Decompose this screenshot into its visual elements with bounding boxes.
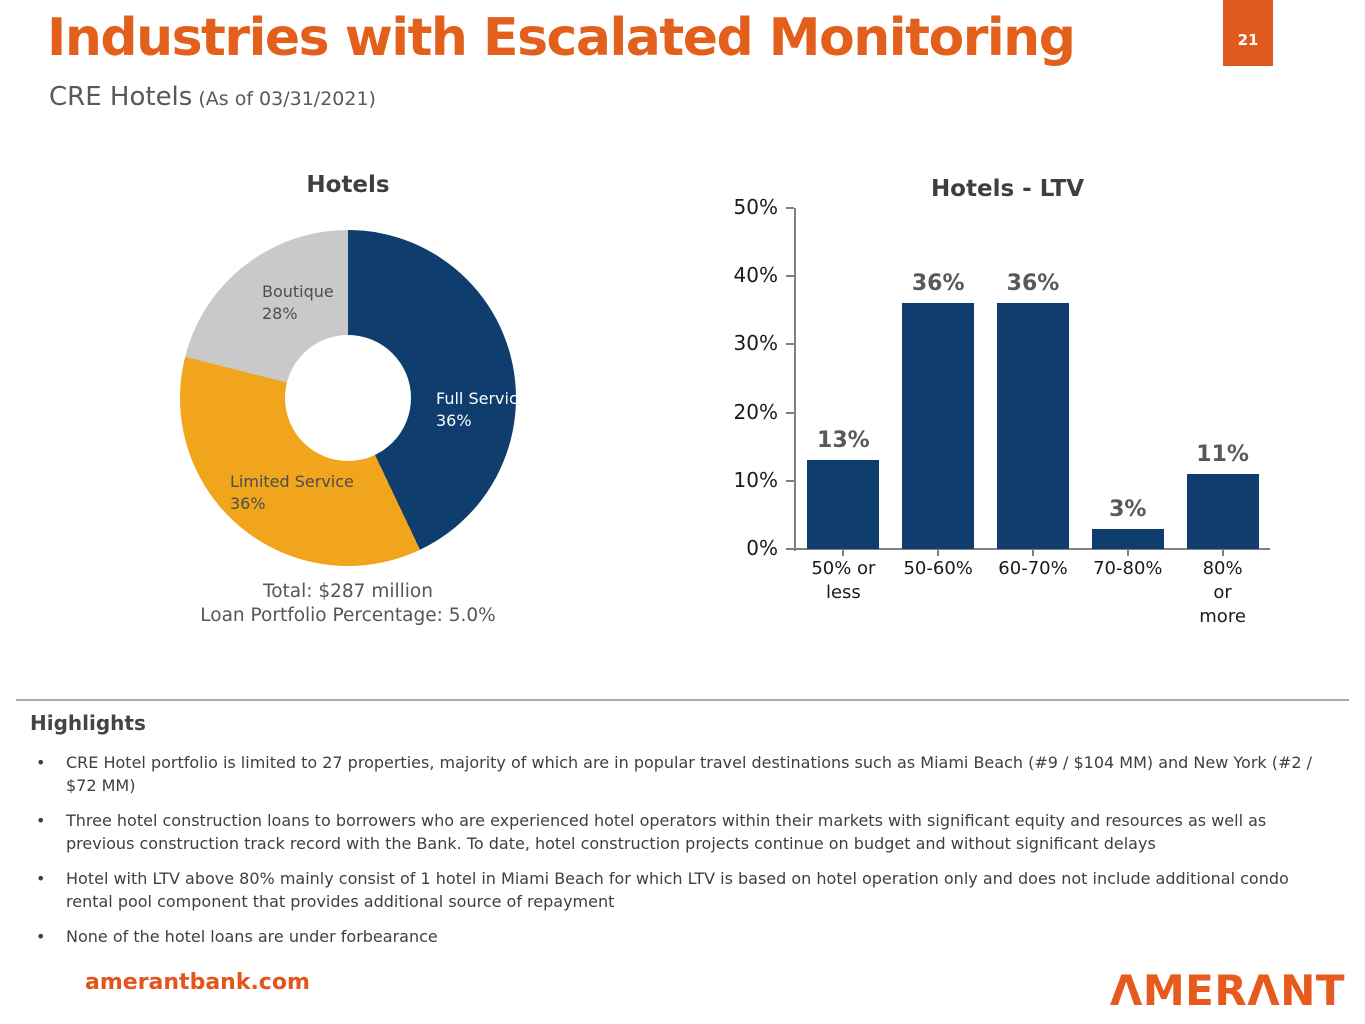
x-axis-category-label: 80% or more	[1199, 558, 1246, 627]
highlights-list: CRE Hotel portfolio is limited to 27 pro…	[30, 752, 1330, 962]
y-axis-tick	[786, 207, 794, 209]
pie-label-full-service-name: Full Service	[436, 389, 528, 408]
x-axis-category-label: 50-60%	[903, 558, 973, 579]
hotels-ltv-plot-area: 0% 10% 20% 30% 40% 50% 13% 50% or less 36% 50-60%…	[734, 196, 1270, 627]
pie-chart-title: Hotels	[306, 172, 390, 198]
y-axis-label: 0%	[746, 536, 778, 560]
pie-label-limited-service-pct: 36%	[230, 494, 266, 513]
pie-total: Total: $287 million	[263, 581, 433, 602]
x-axis-line	[796, 548, 1270, 550]
pie-footnote: Total: $287 million Loan Portfolio Perce…	[128, 580, 568, 628]
highlights-heading: Highlights	[30, 711, 146, 735]
bar-value-label: 36%	[911, 271, 965, 297]
bar-value-label: 11%	[1196, 441, 1249, 467]
x-axis-tick	[842, 550, 845, 556]
x-axis-tick	[937, 550, 940, 556]
y-axis-tick	[786, 411, 794, 414]
website-link[interactable]: amerantbank.com	[85, 970, 310, 995]
y-axis-tick	[786, 343, 794, 346]
pie-label-full-service: Full Service 36%	[436, 388, 528, 432]
pie-label-limited-service-name: Limited Service	[230, 472, 354, 491]
subtitle-text: CRE Hotels	[49, 82, 193, 112]
slide-subtitle: CRE Hotels (As of 03/31/2021)	[49, 82, 376, 112]
x-axis-tick	[1032, 550, 1034, 556]
pie-label-limited-service: Limited Service 36%	[230, 471, 354, 515]
x-axis-category-label: 60-70%	[998, 558, 1068, 579]
bar-3	[997, 303, 1069, 549]
hotels-donut-chart	[180, 230, 516, 566]
bar-value-label: 13%	[817, 428, 870, 454]
pie-label-boutique-pct: 28%	[262, 304, 298, 323]
bar-2	[902, 303, 975, 549]
pie-label-boutique: Boutique 28%	[262, 281, 334, 325]
x-axis-tick	[1221, 550, 1224, 556]
page-number: 21	[1237, 31, 1259, 49]
slide-title: Industries with Escalated Monitoring	[47, 8, 1076, 68]
page-number-badge: 21	[1223, 0, 1273, 66]
subtitle-date-note: (As of 03/31/2021)	[198, 88, 376, 110]
y-axis-line	[794, 208, 796, 551]
pie-portfolio-pct: Loan Portfolio Percentage: 5.0%	[200, 605, 496, 626]
y-axis-label: 20%	[733, 399, 778, 424]
bar-5	[1186, 473, 1259, 549]
highlight-bullet: CRE Hotel portfolio is limited to 27 pro…	[30, 752, 1330, 797]
bar-4	[1091, 528, 1164, 549]
y-axis-label: 10%	[733, 467, 778, 492]
x-axis-category-label: 70-80%	[1093, 558, 1163, 579]
highlight-bullet: None of the hotel loans are under forbea…	[30, 926, 1330, 949]
y-axis-tick	[786, 548, 794, 550]
bar-1	[807, 460, 880, 549]
y-axis-tick	[786, 479, 794, 482]
highlight-bullet: Three hotel construction loans to borrow…	[30, 810, 1330, 855]
amerant-logo: ΛMERΛNT	[1109, 966, 1345, 1015]
pie-label-boutique-name: Boutique	[262, 282, 334, 301]
bar-value-label: 36%	[1006, 271, 1060, 297]
bar-value-label: 3%	[1109, 496, 1147, 522]
highlight-bullet: Hotel with LTV above 80% mainly consist …	[30, 868, 1330, 913]
y-axis-label: 40%	[733, 263, 778, 288]
x-axis-category-label: 50% or less	[811, 558, 876, 603]
donut-hole	[285, 335, 411, 461]
y-axis-label: 50%	[733, 195, 778, 219]
x-axis-tick	[1126, 550, 1129, 556]
y-axis-tick	[786, 275, 794, 278]
pie-label-full-service-pct: 36%	[436, 411, 472, 430]
bar-chart-title: Hotels - LTV	[930, 176, 1085, 202]
section-divider	[16, 699, 1349, 701]
y-axis-label: 30%	[733, 331, 778, 356]
